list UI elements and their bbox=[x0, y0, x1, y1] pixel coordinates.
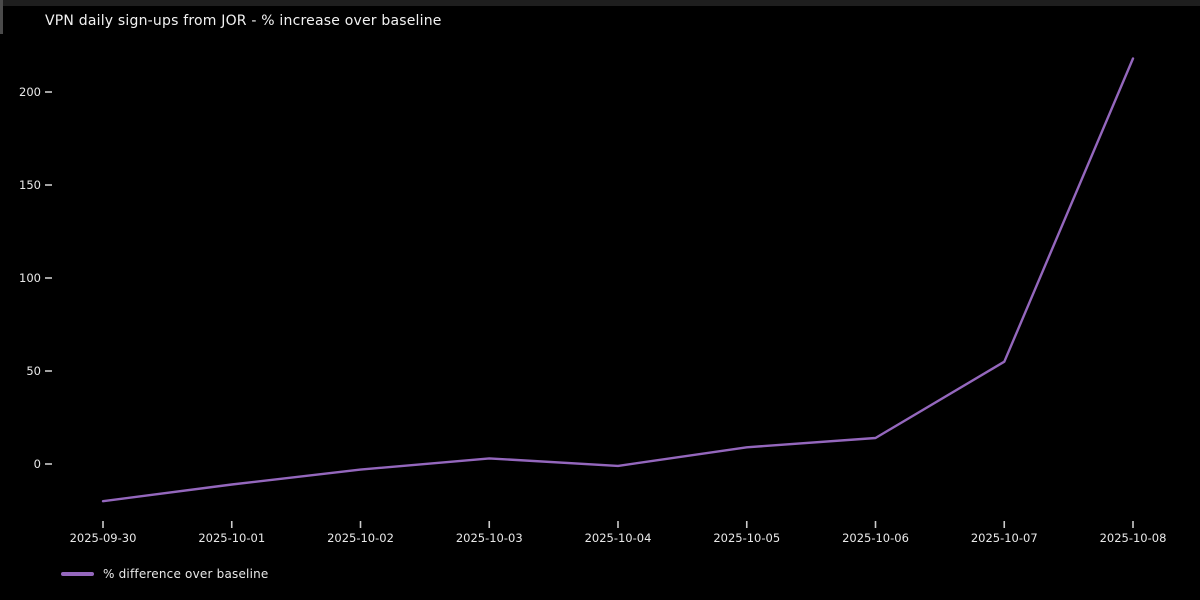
y-axis-tick-label: 50 bbox=[26, 364, 41, 378]
y-axis-tick-label: 150 bbox=[19, 178, 41, 192]
legend-line-swatch bbox=[61, 572, 94, 576]
x-axis-tick-label: 2025-10-06 bbox=[842, 531, 909, 545]
x-axis-tick-label: 2025-10-03 bbox=[456, 531, 523, 545]
legend: % difference over baseline bbox=[61, 567, 269, 581]
y-axis-tick-label: 0 bbox=[34, 457, 41, 471]
y-axis-tick-label: 100 bbox=[19, 271, 41, 285]
x-axis-tick-label: 2025-10-05 bbox=[713, 531, 780, 545]
x-axis-tick-label: 2025-10-02 bbox=[327, 531, 394, 545]
x-axis-tick-label: 2025-10-01 bbox=[198, 531, 265, 545]
chart-title: VPN daily sign-ups from JOR - % increase… bbox=[45, 13, 442, 29]
x-axis-tick-label: 2025-10-04 bbox=[585, 531, 652, 545]
series-line bbox=[101, 57, 1135, 503]
y-axis-tick-label: 200 bbox=[19, 85, 41, 99]
x-axis-tick-label: 2025-09-30 bbox=[70, 531, 137, 545]
legend-series-label: % difference over baseline bbox=[103, 567, 269, 581]
x-axis-tick-label: 2025-10-08 bbox=[1100, 531, 1167, 545]
x-axis-tick-label: 2025-10-07 bbox=[971, 531, 1038, 545]
window-edge-sliver bbox=[0, 0, 3, 34]
window-top-strip bbox=[0, 0, 1200, 6]
